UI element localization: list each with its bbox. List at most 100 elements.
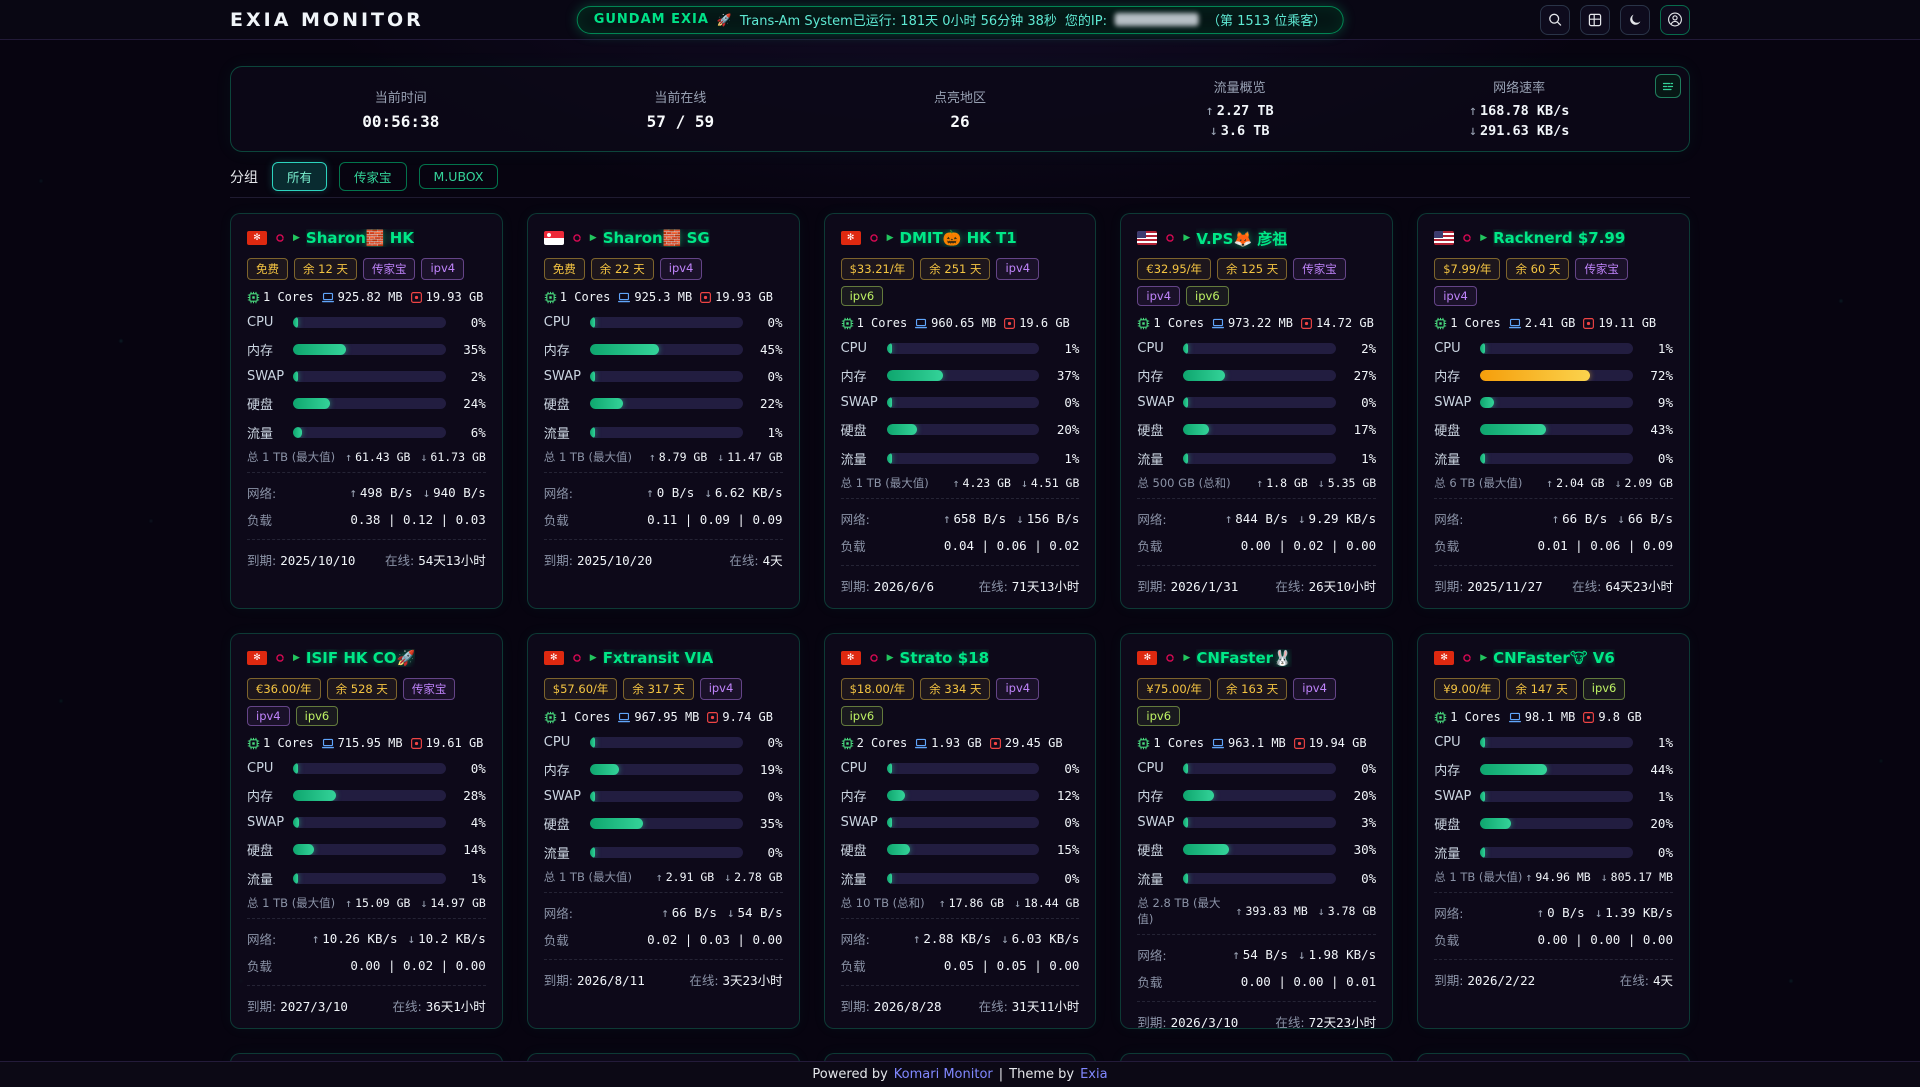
load-values: 0.38 | 0.12 | 0.03: [350, 512, 486, 527]
load-average-row: 负载 0.04 | 0.06 | 0.02: [841, 532, 1080, 559]
load-label: 负载: [247, 513, 273, 528]
load-average-row: 负载 0.00 | 0.00 | 0.01: [1137, 968, 1376, 995]
disk-icon: [1300, 317, 1313, 330]
komari-monitor-link[interactable]: Komari Monitor: [893, 1067, 993, 1082]
network-speed-row: 网络: ↑ 10.26 KB/s ↓ 10.2 KB/s: [247, 925, 486, 952]
filter-pill-heirloom[interactable]: 传家宝: [339, 162, 407, 191]
server-tag: ¥75.00/年: [1137, 678, 1212, 700]
exia-theme-link[interactable]: Exia: [1080, 1067, 1108, 1082]
download-arrow-icon: ↓: [1209, 122, 1218, 139]
traffic-total-label: 总 6 TB (最大值): [1434, 476, 1523, 490]
swap-percent: 9%: [1657, 395, 1673, 410]
server-tag: 传家宝: [1293, 258, 1346, 280]
net-down-value: 54 B/s: [737, 905, 783, 920]
traffic-percent: 1%: [1064, 451, 1080, 466]
disk-size: 14.72 GB: [1316, 316, 1374, 330]
server-tag: ipv4: [421, 258, 465, 280]
online-duration: 71天13小时: [1011, 579, 1080, 594]
expire-label: 到期:: [1434, 973, 1464, 988]
filter-pill-all[interactable]: 所有: [272, 162, 328, 191]
memory-progressbar: [1183, 370, 1337, 381]
disk-progressbar: [293, 844, 446, 855]
traffic-up-value: 2.04 GB: [1556, 476, 1605, 490]
theme-toggle-button[interactable]: [1620, 4, 1650, 35]
server-specs: 1 Cores 973.22 MB 14.72 GB: [1137, 316, 1376, 330]
server-tag: €32.95/年: [1137, 258, 1212, 280]
filter-pill-mubox[interactable]: M.UBOX: [418, 164, 499, 189]
memory-percent: 37%: [1056, 368, 1080, 383]
net-down-value: 10.2 KB/s: [418, 931, 486, 946]
network-label: 网络:: [1434, 906, 1464, 921]
cpu-usage-row: CPU 0%: [543, 315, 783, 330]
load-values: 0.00 | 0.02 | 0.00: [1240, 538, 1377, 553]
upload-arrow-icon: ↑: [942, 511, 951, 526]
disk-progressbar: [886, 844, 1040, 855]
divider: [1434, 959, 1673, 960]
disk-icon: [699, 291, 712, 304]
server-name: Racknerd $7.99: [1493, 229, 1626, 247]
online-label: 在线:: [384, 553, 415, 568]
upload-arrow-icon: ↑: [1232, 947, 1240, 962]
user-icon: [1668, 12, 1682, 27]
online-label: 在线:: [392, 999, 422, 1014]
server-tag: 余 528 天: [326, 678, 397, 700]
main-content: 当前时间 00:56:38 当前在线 57 / 59 点亮地区 26 流量概览 …: [0, 40, 1920, 1061]
cpu-chip-icon: [841, 737, 854, 750]
network-label: 网络:: [840, 512, 870, 527]
server-specs: 1 Cores 925.82 MB 19.93 GB: [247, 290, 486, 304]
server-card[interactable]: ▶ Sharon🧱 SG 免费余 22 天 ipv4 1 Cores 925.3 …: [526, 213, 800, 609]
expire-date: 2026/3/10: [1170, 1015, 1239, 1029]
ram-size: 925.82 MB: [337, 290, 403, 304]
traffic-down-value: 61.73 GB: [430, 450, 486, 464]
cpu-percent: 0%: [767, 315, 783, 330]
traffic-percent: 0%: [767, 845, 783, 860]
traffic-up-value: 94.96 MB: [1535, 870, 1591, 884]
server-card[interactable]: ▶ Racknerd $7.99 $7.99/年余 60 天传家宝 ipv4 1 …: [1417, 213, 1690, 609]
server-card[interactable]: ▶ V.PS🦊 彦祖 €32.95/年余 125 天传家宝 ipv4 ipv6 1 …: [1120, 213, 1394, 609]
search-icon: [1549, 13, 1562, 26]
online-label: 在线:: [1572, 579, 1602, 594]
user-account-button[interactable]: [1660, 4, 1690, 35]
server-tag: ipv4: [996, 258, 1040, 280]
network-label: 网络:: [840, 932, 870, 947]
server-tag: ipv6: [1186, 286, 1229, 306]
search-button[interactable]: [1540, 4, 1570, 35]
ram-icon: [1211, 317, 1225, 330]
traffic-detail-row: 总 500 GB (总和) ↑ 1.8 GB ↓ 5.35 GB: [1137, 475, 1376, 491]
memory-usage-row: 内存 35%: [247, 342, 486, 359]
disk-usage-row: 硬盘 22%: [543, 396, 783, 413]
net-down-value: 156 B/s: [1026, 511, 1080, 526]
upload-arrow-icon: ↑: [1224, 511, 1233, 526]
ip-label: 您的IP:: [1064, 14, 1107, 29]
debian-os-icon: [867, 651, 881, 665]
download-arrow-icon: ↓: [1297, 511, 1306, 526]
upload-arrow-icon: ↑: [655, 870, 663, 884]
server-tag: ipv4: [659, 258, 703, 280]
download-arrow-icon: ↓: [1014, 896, 1021, 910]
ram-size: 967.95 MB: [634, 710, 700, 724]
memory-progressbar: [293, 344, 446, 355]
server-tag: €36.00/年: [247, 678, 321, 700]
layout-grid-button[interactable]: [1580, 4, 1610, 35]
server-tag-list: $33.21/年余 251 天 ipv4 ipv6: [840, 258, 1080, 306]
filter-label: 分组: [230, 169, 258, 186]
country-flag-icon: [247, 651, 267, 665]
traffic-up-value: 17.86 GB: [948, 896, 1005, 910]
overview-options-button[interactable]: [1655, 74, 1681, 98]
stat-current-time: 当前时间 00:56:38: [362, 91, 440, 131]
system-status-banner: GUNDAM EXIA 🚀 Trans-Am System已运行: 181天 0…: [576, 5, 1344, 34]
upload-arrow-icon: ↑: [311, 931, 320, 946]
load-label: 负载: [543, 933, 569, 948]
traffic-up-value: 61.43 GB: [355, 450, 411, 464]
ram-size: 2.41 GB: [1524, 316, 1576, 330]
expire-label: 到期:: [247, 553, 277, 568]
disk-progressbar: [1183, 424, 1337, 435]
upload-arrow-icon: ↑: [1546, 476, 1554, 490]
